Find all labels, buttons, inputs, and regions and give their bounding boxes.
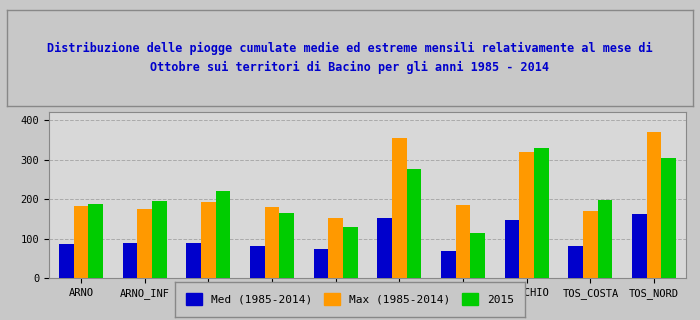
Bar: [265, 207, 279, 278]
Bar: [137, 209, 152, 278]
Bar: [519, 152, 534, 278]
Bar: [59, 244, 74, 278]
Legend: Med (1985-2014), Max (1985-2014), 2015: Med (1985-2014), Max (1985-2014), 2015: [183, 290, 517, 308]
Bar: [152, 201, 167, 278]
Bar: [598, 200, 612, 278]
Bar: [279, 212, 294, 278]
Bar: [74, 206, 88, 278]
Bar: [407, 169, 421, 278]
Bar: [88, 204, 103, 278]
Bar: [377, 218, 392, 278]
Bar: [441, 251, 456, 278]
Bar: [216, 191, 230, 278]
Bar: [662, 158, 676, 278]
Bar: [568, 246, 583, 278]
Bar: [186, 243, 201, 278]
Bar: [632, 214, 647, 278]
Bar: [647, 132, 662, 278]
Bar: [392, 138, 407, 278]
Text: Distribuzione delle piogge cumulate medie ed estreme mensili relativamente al me: Distribuzione delle piogge cumulate medi…: [47, 42, 653, 74]
Bar: [328, 218, 343, 278]
Bar: [534, 148, 549, 278]
Bar: [343, 227, 358, 278]
Bar: [583, 211, 598, 278]
Bar: [314, 249, 328, 278]
Bar: [470, 233, 485, 278]
Bar: [505, 220, 519, 278]
Bar: [201, 202, 216, 278]
Bar: [122, 243, 137, 278]
Bar: [456, 205, 470, 278]
Bar: [250, 246, 265, 278]
